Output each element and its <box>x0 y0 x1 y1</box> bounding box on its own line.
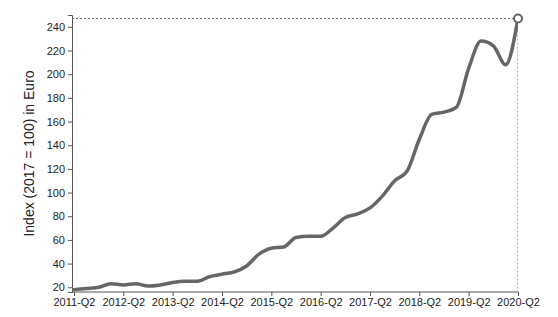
x-tick-label: 2016-Q2 <box>300 296 343 308</box>
y-tick: 140 <box>47 139 72 151</box>
last-value-guide <box>518 19 519 292</box>
y-tick-label: 240 <box>47 21 65 33</box>
y-tick-mark <box>68 74 72 75</box>
y-tick: 80 <box>53 210 72 222</box>
x-tick: 2014-Q2 <box>201 292 244 308</box>
last-value-guide <box>72 18 518 19</box>
y-tick: 20 <box>53 281 72 293</box>
y-tick-mark <box>68 193 72 194</box>
y-tick: 160 <box>47 116 72 128</box>
y-tick-label: 220 <box>47 45 65 57</box>
y-tick-mark <box>68 216 72 217</box>
y-tick-mark <box>68 51 72 52</box>
y-tick: 40 <box>53 258 72 270</box>
x-tick-label: 2014-Q2 <box>201 296 244 308</box>
y-tick: 240 <box>47 21 72 33</box>
y-axis-title: Index (2017 = 100) in Euro <box>21 70 37 236</box>
x-tick: 2016-Q2 <box>300 292 343 308</box>
x-tick-label: 2012-Q2 <box>102 296 145 308</box>
x-tick: 2011-Q2 <box>54 292 96 308</box>
y-tick-label: 80 <box>53 210 65 222</box>
y-tick-label: 200 <box>47 68 65 80</box>
y-tick-mark <box>68 240 72 241</box>
y-tick-mark <box>68 27 72 28</box>
y-tick: 180 <box>47 92 72 104</box>
x-tick: 2015-Q2 <box>250 292 293 308</box>
y-tick-mark <box>68 169 72 170</box>
y-tick: 120 <box>47 163 72 175</box>
x-tick: 2017-Q2 <box>349 292 392 308</box>
y-axis: 20 40 60 80 100 120 140 160 180 200 220 240 <box>47 16 73 294</box>
y-tick-mark <box>68 98 72 99</box>
x-tick-label: 2018-Q2 <box>398 296 441 308</box>
y-tick-mark <box>68 287 72 288</box>
last-point-marker <box>514 15 522 23</box>
y-tick: 100 <box>47 187 72 199</box>
x-tick-label: 2015-Q2 <box>250 296 293 308</box>
y-tick-label: 120 <box>47 163 65 175</box>
y-tick-label: 140 <box>47 139 65 151</box>
y-tick-label: 180 <box>47 92 65 104</box>
x-tick-label: 2017-Q2 <box>349 296 392 308</box>
y-tick: 60 <box>53 234 72 246</box>
y-tick: 200 <box>47 68 72 80</box>
x-tick: 2019-Q2 <box>448 292 491 308</box>
y-tick-mark <box>68 122 72 123</box>
y-tick-label: 60 <box>53 234 65 246</box>
x-tick-label: 2011-Q2 <box>54 296 96 308</box>
y-tick-label: 160 <box>47 116 65 128</box>
x-tick: 2018-Q2 <box>398 292 441 308</box>
x-axis-line <box>72 292 518 293</box>
x-tick-label: 2020-Q2 <box>497 296 540 308</box>
series-line <box>74 19 518 290</box>
y-axis-line <box>68 16 73 293</box>
chart: 204060801001201401601802002202402011-Q22… <box>0 0 558 317</box>
y-tick-mark <box>68 145 72 146</box>
x-tick: 2013-Q2 <box>152 292 195 308</box>
y-tick-label: 40 <box>53 258 65 270</box>
y-tick-label: 20 <box>53 281 65 293</box>
x-tick: 2012-Q2 <box>102 292 145 308</box>
y-tick-label: 100 <box>47 187 65 199</box>
plot-area <box>72 19 518 292</box>
x-axis: 2011-Q2 2012-Q2 2013-Q2 2014-Q2 2015-Q2 2016-… <box>54 292 540 308</box>
x-tick-label: 2013-Q2 <box>152 296 195 308</box>
x-tick: 2020-Q2 <box>497 292 540 308</box>
y-tick: 220 <box>47 45 72 57</box>
x-tick-label: 2019-Q2 <box>448 296 491 308</box>
y-tick-mark <box>68 264 72 265</box>
